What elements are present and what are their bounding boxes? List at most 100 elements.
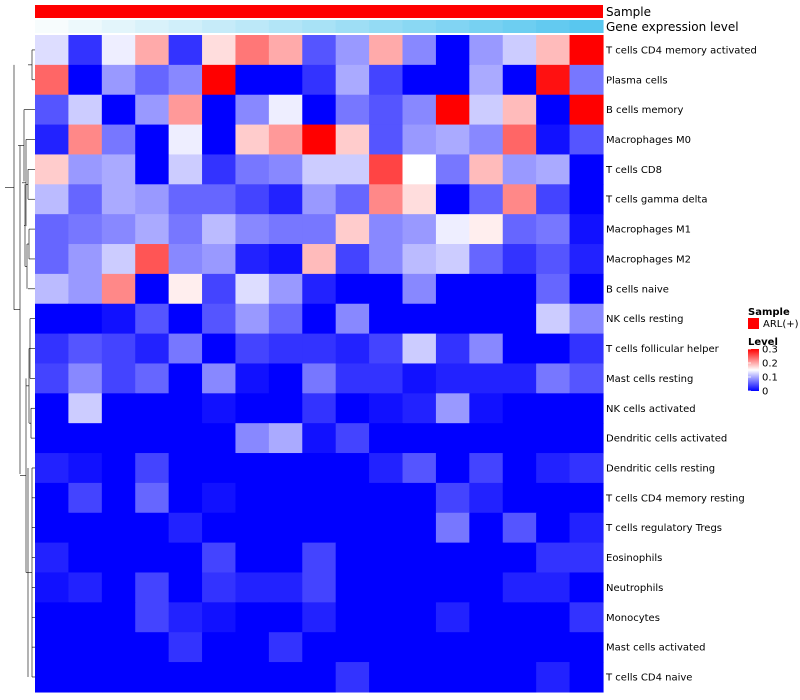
heatmap-cell: [569, 154, 604, 185]
heatmap-cell: [35, 35, 70, 66]
heatmap-cell: [435, 273, 470, 305]
heatmap-cell: [101, 662, 136, 693]
heatmap-cell: [469, 602, 504, 633]
heatmap-cell: [369, 35, 404, 66]
gene-expression-annotation-cell: [68, 20, 103, 33]
heatmap-cell: [68, 35, 103, 66]
heatmap-cell: [502, 482, 537, 514]
heatmap-cell: [235, 602, 270, 633]
heatmap-cell: [302, 632, 337, 663]
heatmap-cell: [335, 244, 370, 275]
heatmap-cell: [335, 512, 370, 544]
heatmap-cell: [68, 423, 103, 454]
heatmap-cell: [135, 184, 170, 215]
heatmap-cell: [202, 662, 237, 693]
heatmap-cell: [268, 244, 303, 275]
heatmap-cell: [268, 482, 303, 514]
heatmap-cell: [202, 154, 237, 185]
column-annotations: Sample Gene expression level: [35, 5, 739, 34]
heatmap-cell: [168, 393, 203, 424]
heatmap-cell: [569, 542, 604, 574]
heatmap-cell: [569, 64, 604, 96]
heatmap-cell: [235, 94, 270, 126]
legend-level-colorbar: [748, 349, 759, 391]
heatmap-cell: [569, 632, 604, 663]
heatmap-cell: [135, 363, 170, 394]
heatmap-cell: [202, 453, 237, 484]
heatmap-cell: [335, 423, 370, 454]
heatmap-cell: [569, 244, 604, 275]
heatmap-cell: [268, 602, 303, 633]
heatmap-cell: [168, 572, 203, 603]
heatmap-cell: [302, 453, 337, 484]
heatmap-cell: [168, 94, 203, 126]
heatmap-cell: [536, 124, 571, 156]
heatmap-cell: [101, 453, 136, 484]
heatmap-cell: [369, 333, 404, 365]
heatmap-cell: [68, 64, 103, 96]
heatmap-cell: [135, 94, 170, 126]
heatmap-cell: [536, 602, 571, 633]
row-label: Plasma cells: [606, 75, 668, 86]
row-label: Neutrophils: [606, 583, 663, 594]
heatmap-cell: [335, 662, 370, 693]
heatmap-cell: [335, 184, 370, 215]
gene-expression-annotation-label: Gene expression level: [606, 20, 739, 34]
heatmap-cell: [235, 542, 270, 574]
heatmap-cell: [135, 572, 170, 603]
gene-expression-annotation-cell: [335, 20, 370, 33]
heatmap-cell: [268, 64, 303, 96]
heatmap-cell: [202, 572, 237, 603]
heatmap-cell: [469, 273, 504, 305]
heatmap-cell: [502, 184, 537, 215]
heatmap-cell: [302, 423, 337, 454]
heatmap-cell: [435, 632, 470, 663]
heatmap-cell: [68, 363, 103, 394]
heatmap-cell: [435, 303, 470, 335]
heatmap-cell: [135, 453, 170, 484]
row-label: T cells CD4 memory resting: [605, 493, 745, 504]
heatmap-cell: [235, 184, 270, 215]
heatmap-cell: [469, 393, 504, 424]
heatmap-cell: [536, 542, 571, 574]
heatmap-cell: [335, 542, 370, 574]
heatmap-cell: [469, 154, 504, 185]
heatmap-cell: [35, 244, 70, 275]
heatmap-cell: [536, 393, 571, 424]
row-dendrogram: [5, 49, 35, 678]
heatmap-cell: [68, 572, 103, 603]
heatmap-cell: [168, 35, 203, 66]
heatmap-cell: [402, 124, 437, 156]
heatmap-cell: [101, 124, 136, 156]
gene-expression-annotation-cell: [369, 20, 404, 33]
heatmap-cell: [35, 572, 70, 603]
heatmap-cell: [502, 273, 537, 305]
heatmap-cell: [101, 184, 136, 215]
heatmap-cell: [135, 482, 170, 514]
heatmap-cell: [202, 184, 237, 215]
heatmap-cell: [235, 662, 270, 693]
row-label: Dendritic cells resting: [606, 463, 715, 474]
heatmap-cell: [235, 214, 270, 245]
heatmap-cell: [35, 423, 70, 454]
heatmap-cell: [135, 64, 170, 96]
gene-expression-annotation-cell: [569, 20, 604, 33]
heatmap-cell: [536, 333, 571, 365]
heatmap-cell: [68, 124, 103, 156]
heatmap-cell: [235, 482, 270, 514]
heatmap-cell: [369, 154, 404, 185]
heatmap-cell: [536, 303, 571, 335]
heatmap-cell: [335, 303, 370, 335]
heatmap-cell: [469, 423, 504, 454]
row-label: T cells regulatory Tregs: [605, 523, 722, 534]
legend: Sample ARL(+) Level 0.3 0.2 0.1 0: [748, 307, 799, 398]
heatmap-cell: [68, 244, 103, 275]
heatmap-cell: [68, 94, 103, 126]
heatmap-cell: [435, 572, 470, 603]
heatmap-cell: [302, 602, 337, 633]
heatmap-cell: [335, 363, 370, 394]
heatmap-cell: [435, 124, 470, 156]
heatmap-cell: [302, 154, 337, 185]
heatmap-cell: [135, 542, 170, 574]
row-label: Macrophages M1: [606, 225, 691, 236]
